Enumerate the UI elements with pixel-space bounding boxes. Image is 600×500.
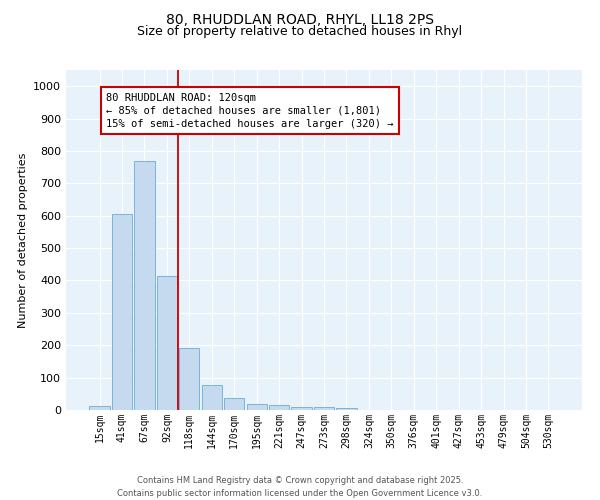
Bar bbox=[292, 407, 311, 410]
Bar bbox=[247, 404, 267, 410]
Bar bbox=[157, 276, 177, 410]
Text: Size of property relative to detached houses in Rhyl: Size of property relative to detached ho… bbox=[137, 25, 463, 38]
Bar bbox=[224, 398, 244, 410]
Bar bbox=[269, 405, 289, 410]
Bar bbox=[134, 160, 155, 410]
Text: Contains HM Land Registry data © Crown copyright and database right 2025.
Contai: Contains HM Land Registry data © Crown c… bbox=[118, 476, 482, 498]
Text: 80, RHUDDLAN ROAD, RHYL, LL18 2PS: 80, RHUDDLAN ROAD, RHYL, LL18 2PS bbox=[166, 12, 434, 26]
Text: 80 RHUDDLAN ROAD: 120sqm
← 85% of detached houses are smaller (1,801)
15% of sem: 80 RHUDDLAN ROAD: 120sqm ← 85% of detach… bbox=[106, 92, 394, 129]
Bar bbox=[112, 214, 132, 410]
Y-axis label: Number of detached properties: Number of detached properties bbox=[17, 152, 28, 328]
Bar bbox=[337, 408, 356, 410]
Bar bbox=[89, 406, 110, 410]
Bar bbox=[179, 348, 199, 410]
Bar bbox=[202, 384, 222, 410]
Bar bbox=[314, 407, 334, 410]
